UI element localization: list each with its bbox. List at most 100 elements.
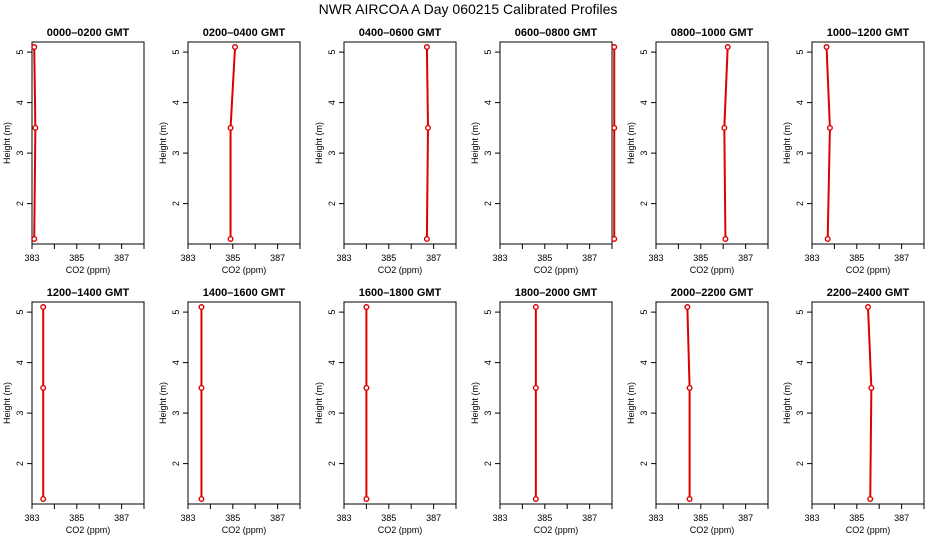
y-axis-label: Height (m) xyxy=(314,382,324,424)
x-tick-label: 383 xyxy=(336,253,351,263)
y-tick-label: 4 xyxy=(327,100,337,105)
x-tick-label: 387 xyxy=(582,513,597,523)
data-point xyxy=(684,304,691,311)
y-tick-label: 2 xyxy=(795,461,805,466)
y-tick-label: 4 xyxy=(171,360,181,365)
y-tick-label: 5 xyxy=(639,50,649,55)
y-tick-label: 3 xyxy=(483,151,493,156)
x-tick-label: 387 xyxy=(426,253,441,263)
x-tick-label: 387 xyxy=(582,253,597,263)
data-point xyxy=(722,235,729,242)
x-axis-label: CO2 (ppm) xyxy=(846,265,891,275)
panel-title: 2200–2400 GMT xyxy=(827,287,910,299)
data-point xyxy=(721,124,728,131)
y-tick-label: 5 xyxy=(327,310,337,315)
y-tick-label: 4 xyxy=(795,100,805,105)
figure-title: NWR AIRCOA A Day 060215 Calibrated Profi… xyxy=(318,1,618,17)
data-point xyxy=(826,124,833,131)
y-axis-label: Height (m) xyxy=(782,122,792,164)
panel-title: 0000–0200 GMT xyxy=(47,27,130,39)
plot-frame xyxy=(31,41,145,245)
data-point xyxy=(40,304,47,311)
x-tick-label: 387 xyxy=(894,513,909,523)
y-tick-label: 5 xyxy=(171,50,181,55)
data-point xyxy=(532,304,539,311)
panel-title: 0600–0800 GMT xyxy=(515,27,598,39)
y-tick-label: 2 xyxy=(15,461,25,466)
x-tick-label: 385 xyxy=(225,253,240,263)
x-axis-label: CO2 (ppm) xyxy=(690,525,735,535)
x-axis-label: CO2 (ppm) xyxy=(378,265,423,275)
data-point xyxy=(363,384,370,391)
y-tick-label: 3 xyxy=(171,151,181,156)
x-tick-label: 383 xyxy=(492,253,507,263)
y-axis-label: Height (m) xyxy=(314,122,324,164)
x-tick-label: 387 xyxy=(270,513,285,523)
plot-frame xyxy=(187,41,301,245)
x-tick-label: 385 xyxy=(537,253,552,263)
x-tick-label: 385 xyxy=(69,513,84,523)
x-tick-label: 387 xyxy=(270,253,285,263)
co2-profile-line xyxy=(425,47,430,239)
y-tick-label: 2 xyxy=(327,461,337,466)
x-tick-label: 383 xyxy=(804,253,819,263)
x-tick-label: 385 xyxy=(381,253,396,263)
y-axis-label: Height (m) xyxy=(626,122,636,164)
y-tick-label: 5 xyxy=(483,310,493,315)
co2-profile-line xyxy=(867,307,873,499)
panel-title: 1000–1200 GMT xyxy=(827,27,910,39)
data-point xyxy=(31,44,38,51)
y-tick-label: 3 xyxy=(483,411,493,416)
y-tick-label: 4 xyxy=(15,100,25,105)
y-axis-label: Height (m) xyxy=(158,122,168,164)
x-axis-label: CO2 (ppm) xyxy=(66,265,111,275)
data-point xyxy=(198,384,205,391)
x-tick-label: 387 xyxy=(114,253,129,263)
y-tick-label: 2 xyxy=(171,201,181,206)
co2-profile-line xyxy=(33,47,37,239)
plot-frame xyxy=(655,41,769,245)
y-tick-label: 3 xyxy=(15,411,25,416)
data-point xyxy=(865,304,872,311)
x-axis-label: CO2 (ppm) xyxy=(846,525,891,535)
x-axis-label: CO2 (ppm) xyxy=(66,525,111,535)
data-point xyxy=(40,384,47,391)
data-point xyxy=(824,235,831,242)
y-axis-label: Height (m) xyxy=(2,122,12,164)
y-tick-label: 5 xyxy=(171,310,181,315)
y-tick-label: 5 xyxy=(795,50,805,55)
y-tick-label: 4 xyxy=(639,100,649,105)
x-tick-label: 387 xyxy=(114,513,129,523)
y-tick-label: 5 xyxy=(639,310,649,315)
y-tick-label: 5 xyxy=(327,50,337,55)
data-point xyxy=(363,495,370,502)
y-tick-label: 2 xyxy=(171,461,181,466)
y-tick-label: 4 xyxy=(483,360,493,365)
y-axis-label: Height (m) xyxy=(470,382,480,424)
co2-profile-line xyxy=(229,46,237,239)
y-tick-label: 2 xyxy=(15,201,25,206)
co2-profile-line xyxy=(723,47,729,239)
x-tick-label: 385 xyxy=(381,513,396,523)
co2-profile-line xyxy=(825,47,831,239)
data-point xyxy=(823,44,830,51)
y-tick-label: 4 xyxy=(15,360,25,365)
x-tick-label: 387 xyxy=(426,513,441,523)
x-axis-label: CO2 (ppm) xyxy=(222,265,267,275)
y-tick-label: 3 xyxy=(795,151,805,156)
y-tick-label: 2 xyxy=(483,201,493,206)
data-point xyxy=(611,44,618,51)
x-tick-label: 383 xyxy=(180,513,195,523)
y-tick-label: 2 xyxy=(327,201,337,206)
data-point xyxy=(232,44,239,51)
x-axis-label: CO2 (ppm) xyxy=(534,525,579,535)
y-axis-label: Height (m) xyxy=(158,382,168,424)
